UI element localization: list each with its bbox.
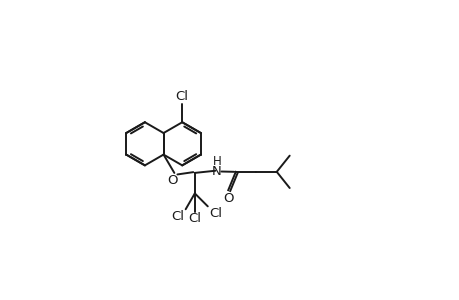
- Text: Cl: Cl: [175, 90, 188, 103]
- Text: O: O: [223, 192, 233, 205]
- Text: H: H: [212, 155, 221, 168]
- Text: Cl: Cl: [209, 207, 222, 220]
- Text: N: N: [212, 165, 221, 178]
- Text: O: O: [167, 174, 178, 187]
- Text: Cl: Cl: [188, 212, 201, 226]
- Text: Cl: Cl: [171, 210, 184, 223]
